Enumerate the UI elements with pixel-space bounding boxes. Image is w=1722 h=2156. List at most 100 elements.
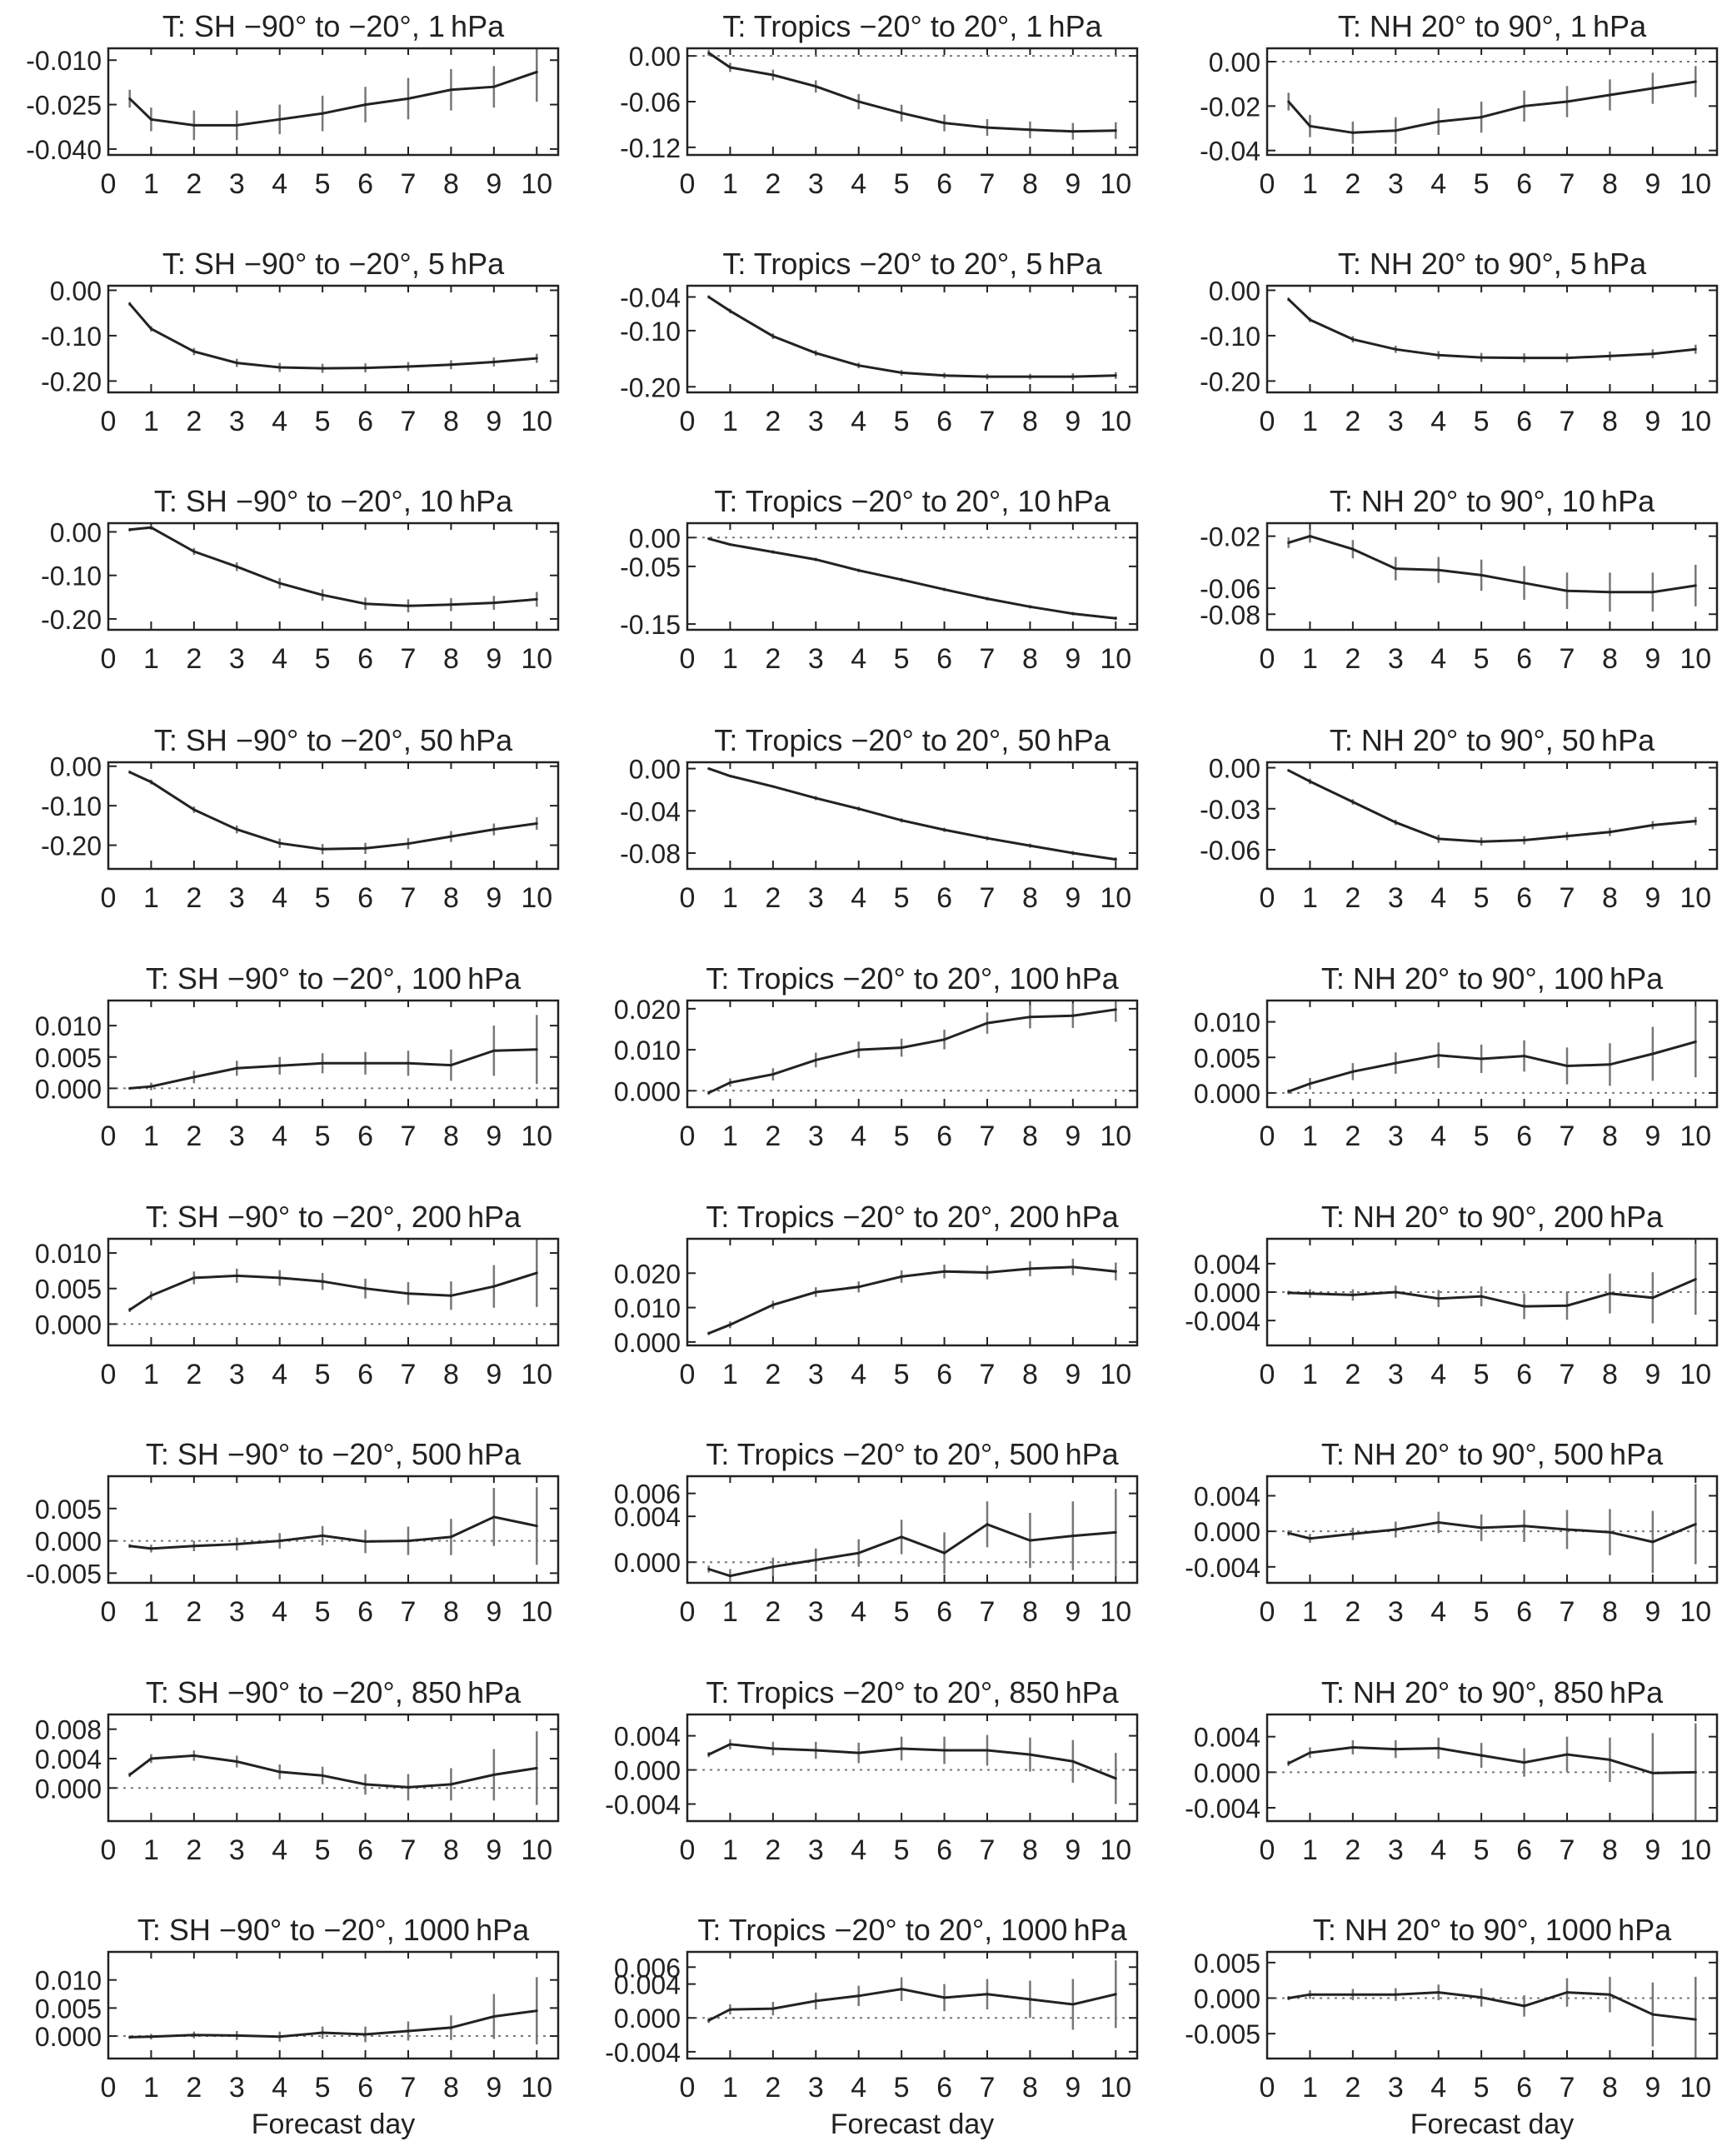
data-point [235, 565, 238, 568]
data-point [900, 1747, 903, 1750]
data-point [449, 1064, 452, 1067]
x-tick-label: 7 [1560, 406, 1575, 437]
x-tick-label: 10 [1100, 406, 1131, 437]
x-tick-label: 5 [894, 1359, 910, 1390]
data-point [1028, 605, 1031, 608]
x-tick-label: 2 [765, 406, 781, 437]
data-point [728, 1575, 731, 1578]
x-tick-label: 1 [1302, 643, 1318, 675]
data-point [1651, 2013, 1655, 2016]
series-line [129, 526, 537, 607]
data-point [192, 550, 196, 553]
data-point [1351, 1532, 1355, 1535]
x-tick-label: 8 [443, 168, 459, 200]
data-point [1071, 130, 1075, 133]
x-tick-label: 0 [1260, 643, 1275, 675]
data-point [1114, 129, 1117, 132]
x-tick-label: 6 [357, 1596, 373, 1628]
x-tick-label: 1 [722, 406, 738, 437]
x-tick-label: 6 [936, 643, 952, 675]
data-point [321, 847, 324, 851]
data-point [535, 1048, 538, 1051]
x-tick-label: 0 [101, 1359, 117, 1390]
y-tick-label: -0.08 [1200, 600, 1260, 630]
x-tick-label: 2 [765, 2072, 781, 2104]
plot-frame [1265, 522, 1719, 631]
x-tick-label: 8 [1022, 2072, 1038, 2104]
data-point [943, 122, 946, 125]
data-point [1651, 1052, 1655, 1056]
data-point [900, 1046, 903, 1050]
data-point [1565, 589, 1569, 592]
data-point [149, 1757, 152, 1760]
panel-title: T: SH −90° to −20°, 500 hPa [146, 1437, 522, 1471]
x-tick-label: 6 [357, 1834, 373, 1866]
data-point [728, 774, 731, 777]
data-point [492, 2014, 496, 2018]
data-point [192, 1076, 196, 1079]
data-point [986, 1523, 989, 1526]
x-tick-label: 4 [851, 1120, 866, 1152]
x-tick-label: 8 [1022, 1834, 1038, 1866]
x-tick-label: 5 [894, 168, 910, 200]
data-point [728, 66, 731, 69]
x-tick-label: 7 [1560, 2072, 1575, 2104]
data-point [707, 295, 711, 298]
x-tick-label: 1 [722, 1834, 738, 1866]
y-tick-label: -0.10 [41, 561, 102, 591]
x-tick-label: 3 [1388, 1596, 1404, 1628]
x-tick-label: 10 [1100, 1120, 1131, 1152]
data-point [1071, 1759, 1075, 1763]
x-tick-label: 7 [1560, 1596, 1575, 1628]
x-tick-label: 2 [765, 1359, 781, 1390]
data-point [1565, 1991, 1569, 1994]
data-point [321, 1774, 324, 1777]
y-tick-label: -0.004 [1185, 1306, 1260, 1336]
x-tick-label: 6 [936, 1596, 952, 1628]
y-tick-label: 0.004 [35, 1744, 102, 1774]
y-tick-label: 0.020 [614, 995, 681, 1025]
panel-title: T: SH −90° to −20°, 5 hPa [162, 247, 505, 281]
series-line [708, 767, 1116, 861]
plot-frame [1265, 999, 1719, 1109]
x-tick-label: 2 [1345, 1596, 1360, 1628]
x-tick-label: 3 [1388, 643, 1404, 675]
data-point [728, 1743, 731, 1746]
series-line [1288, 1520, 1696, 1544]
data-point [1651, 1296, 1655, 1300]
x-tick-label: 6 [936, 1834, 952, 1866]
x-tick-label: 4 [272, 882, 287, 914]
series-line [1288, 1991, 1696, 2021]
data-point [1694, 347, 1697, 351]
x-tick-label: 1 [143, 1359, 159, 1390]
x-tick-label: 1 [1302, 1596, 1318, 1628]
data-point [1308, 780, 1311, 783]
data-point [407, 1540, 410, 1543]
y-tick-label: 0.004 [1194, 1723, 1260, 1753]
data-point [1287, 769, 1290, 772]
y-tick-label: 0.000 [35, 2022, 102, 2052]
x-tick-label: 8 [1602, 168, 1618, 200]
x-tick-label: 6 [1516, 1359, 1532, 1390]
data-point [707, 767, 711, 771]
y-tick-label: 0.006 [614, 1480, 681, 1510]
data-point [407, 1785, 410, 1789]
plot-frame [1265, 1475, 1719, 1585]
x-tick-label: 6 [1516, 2072, 1532, 2104]
y-tick-label: 0.000 [1194, 1079, 1260, 1109]
x-tick-label: 6 [357, 2072, 373, 2104]
data-point [535, 2009, 538, 2013]
y-tick-label: 0.000 [614, 1756, 681, 1786]
plot-frame [686, 522, 1139, 631]
x-tick-label: 8 [443, 1120, 459, 1152]
x-tick-label: 10 [521, 1834, 552, 1866]
x-tick-label: 3 [808, 406, 824, 437]
y-tick-label: -0.20 [41, 605, 102, 635]
series-line [708, 1523, 1116, 1578]
x-tick-label: 0 [1260, 1834, 1275, 1866]
plot-frame [107, 1237, 560, 1347]
x-tick-label: 10 [521, 643, 552, 675]
x-tick-label: 4 [851, 1359, 866, 1390]
data-point [857, 1285, 861, 1289]
x-tick-label: 6 [1516, 168, 1532, 200]
